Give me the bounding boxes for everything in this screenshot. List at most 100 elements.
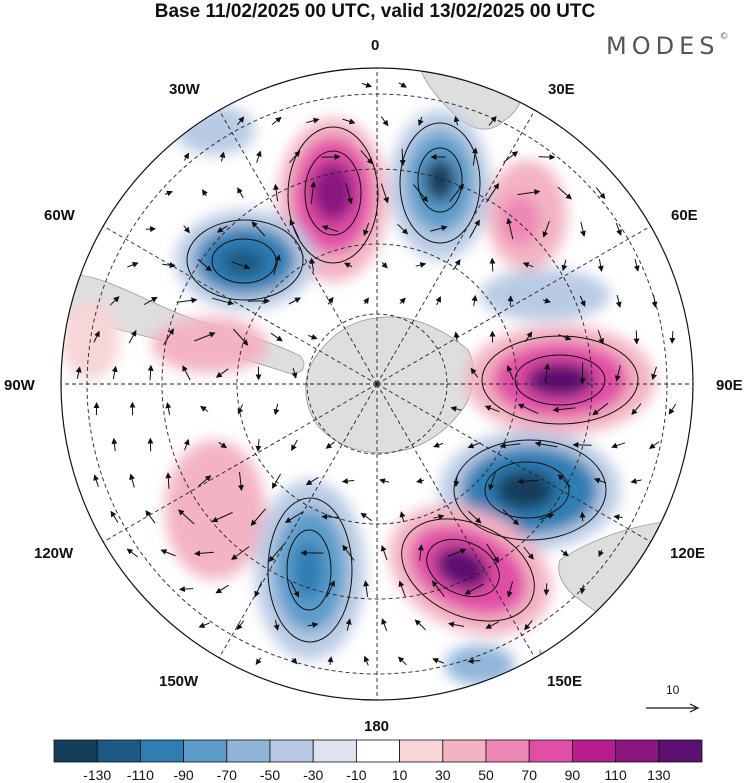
wind-vector xyxy=(613,514,623,521)
wind-vector xyxy=(273,403,280,416)
wind-vector xyxy=(414,619,426,631)
wind-vector xyxy=(397,223,409,235)
colorbar-tick-label: -70 xyxy=(217,767,237,783)
wind-vector xyxy=(595,187,606,200)
wind-vector xyxy=(668,403,677,415)
wind-vector xyxy=(162,262,176,269)
wind-vector xyxy=(453,115,460,126)
longitude-label-180: 180 xyxy=(364,718,390,735)
wind-vector xyxy=(542,297,551,304)
wind-vector xyxy=(202,189,208,197)
wind-vector xyxy=(255,150,262,163)
longitude-label-30e: 30E xyxy=(548,81,575,98)
wind-vector xyxy=(399,148,406,167)
wind-vector xyxy=(472,147,478,166)
wind-vector xyxy=(284,511,304,523)
wind-vector xyxy=(289,150,301,164)
wind-vector xyxy=(111,365,118,380)
wind-vector xyxy=(194,332,216,342)
wind-vector xyxy=(273,619,280,631)
wind-vector xyxy=(306,117,320,124)
wind-vector xyxy=(165,402,172,415)
colorbar-box xyxy=(96,739,141,763)
wind-vector xyxy=(524,331,533,343)
colorbar-tick-label: 130 xyxy=(647,767,671,783)
wind-vector xyxy=(522,262,534,268)
wind-vector xyxy=(598,549,604,558)
wind-vector xyxy=(579,511,586,522)
wind-vector xyxy=(127,261,139,268)
wind-vector xyxy=(432,657,445,664)
page-title: Base 11/02/2025 00 UTC, valid 13/02/2025… xyxy=(154,1,596,22)
colorbar-box xyxy=(485,739,530,763)
wind-vector xyxy=(128,330,137,344)
wind-vector xyxy=(630,478,642,484)
wind-vector xyxy=(558,334,572,341)
wind-vector xyxy=(197,258,212,272)
wind-vector xyxy=(379,478,390,485)
wind-vector xyxy=(517,189,541,196)
colorbar-tick-label: -50 xyxy=(260,767,280,783)
positive-anomaly-ne-inner xyxy=(500,195,540,245)
wind-vector xyxy=(321,225,339,233)
reference-vector-arrow xyxy=(646,703,700,713)
wind-vector xyxy=(467,442,481,449)
wind-vector xyxy=(182,365,191,381)
wind-vector xyxy=(669,331,676,344)
positive-anomaly-sw-outer xyxy=(175,445,255,535)
wind-vector xyxy=(363,297,369,305)
colorbar-box xyxy=(658,739,703,763)
wind-vectors xyxy=(75,82,677,666)
wind-vector xyxy=(342,118,356,125)
wind-vector xyxy=(467,658,481,665)
wind-vector xyxy=(560,549,569,557)
wind-vector xyxy=(198,475,212,487)
longitude-label-60w: 60W xyxy=(44,207,75,224)
negative-anomaly-north-core xyxy=(424,158,456,202)
wind-vector xyxy=(361,82,373,88)
wind-vector xyxy=(631,403,642,416)
wind-vector xyxy=(488,115,497,126)
colorbar-tick-label: -90 xyxy=(173,767,193,783)
wind-vector xyxy=(321,153,341,160)
wind-vector xyxy=(268,544,285,563)
wind-vector xyxy=(544,363,550,382)
wind-vector xyxy=(503,151,519,163)
wind-vector xyxy=(250,508,267,527)
wind-vector xyxy=(211,512,233,523)
negative-anomaly-south-light xyxy=(445,645,515,685)
negative-anomaly-se-core xyxy=(495,470,555,510)
wind-vector xyxy=(291,657,298,665)
wind-vector xyxy=(485,621,500,629)
wind-vector xyxy=(486,543,500,564)
wind-vector xyxy=(506,365,514,381)
wind-vector xyxy=(271,473,282,489)
wind-vector xyxy=(289,581,300,598)
wind-vector xyxy=(380,116,389,127)
wind-vector xyxy=(145,510,156,524)
negative-anomaly-nw-core xyxy=(221,248,265,276)
colorbar-box xyxy=(572,739,617,763)
wind-vector xyxy=(345,618,352,631)
wind-vector xyxy=(363,222,370,237)
longitude-label-120w: 120W xyxy=(34,545,74,562)
wind-vector xyxy=(143,296,158,306)
wind-vector xyxy=(557,474,571,488)
colorbar-tick-label: -30 xyxy=(303,767,323,783)
modes-logo: MODES© xyxy=(606,32,728,60)
wind-vector xyxy=(435,295,442,306)
wind-vector xyxy=(433,442,444,448)
colorbar-box xyxy=(183,739,228,763)
wind-vector xyxy=(147,364,154,381)
wind-vector xyxy=(417,116,424,126)
wind-vector xyxy=(237,404,244,415)
wind-vector xyxy=(524,620,533,631)
colorbar-box xyxy=(139,739,184,763)
wind-vector xyxy=(183,152,190,161)
colorbar-box xyxy=(442,739,487,763)
wind-vector xyxy=(506,217,514,240)
wind-vector xyxy=(237,471,244,492)
colorbar-box xyxy=(312,739,357,763)
colorbar-box xyxy=(355,739,400,763)
